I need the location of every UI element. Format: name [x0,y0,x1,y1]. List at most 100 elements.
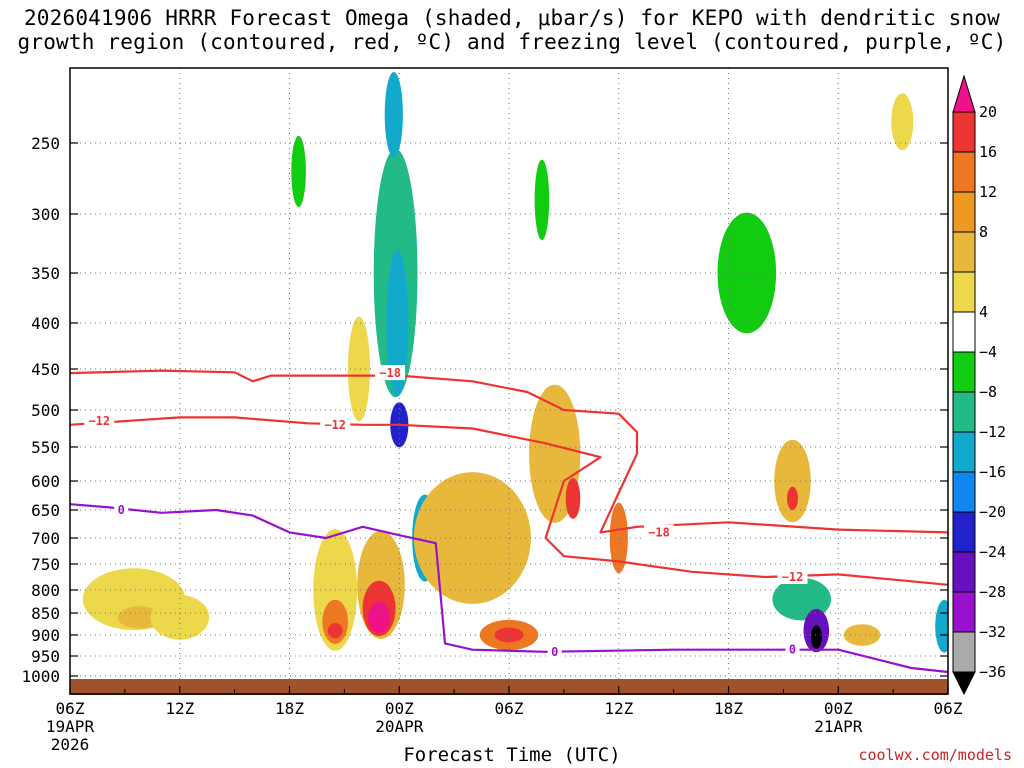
y-tick-label-850: 850 [31,604,60,623]
y-tick-label-950: 950 [31,647,60,666]
omega-blob-27 [810,625,822,649]
title-line-2: growth region (contoured, red, ºC) and f… [17,30,1007,54]
omega-blob-2 [150,595,210,640]
colorbar-top-arrow [952,74,976,113]
y-tick-label-500: 500 [31,401,60,420]
contour-layer: −18 −18 −12 −12 −12 0 0 0 [70,365,948,674]
contour-line-0 [70,503,948,674]
y-tick-label-550: 550 [31,438,60,457]
x-axis-title: Forecast Time (UTC) [403,744,621,766]
x-tick-year-0: 2026 [51,735,90,754]
omega-blob-30 [717,212,777,334]
colorbar-bin-12 [952,551,976,593]
x-tick-label-4: 06Z [495,699,524,718]
colorbar-bin-3 [952,191,976,233]
contour-label--18-1: −18 [648,525,670,539]
x-tick-label-6: 18Z [714,699,743,718]
omega-shading-layer [82,72,948,653]
x-tick-date-0: 19APR [46,717,95,736]
x-tick-label-5: 12Z [604,699,633,718]
contour-label--18-0: −18 [379,366,401,380]
x-tick-label-7: 00Z [824,699,853,718]
colorbar-bin-7 [952,351,976,393]
omega-blob-32 [534,159,550,240]
contour-label-bg--18-0 [375,365,406,381]
contour-line--18 [70,369,948,534]
contour-label-bg-0-0 [114,502,129,517]
contour-label-0-1: 0 [551,645,558,659]
colorbar-label-2: 12 [979,183,997,201]
y-tick-label-350: 350 [31,264,60,283]
colorbar-label-1: 16 [979,143,997,161]
omega-blob-23 [774,439,811,523]
contour-label-bg--12-1 [320,416,351,432]
omega-blob-5 [327,623,343,639]
omega-blob-8 [368,601,391,634]
credit-link[interactable]: coolwx.com/models [858,746,1012,764]
axis-layer: 250 300 350 400 450 500 550 600 650 700 750 800 850 9… [21,134,962,754]
x-tick-label-2: 18Z [275,699,304,718]
contour-label--12-2: −12 [782,570,804,584]
colorbar-bin-1 [952,111,976,153]
y-tick-label-900: 900 [31,626,60,645]
colorbar-bin-10 [952,471,976,513]
x-tick-date-3: 20APR [375,717,424,736]
contour-label-bg--12-2 [777,569,808,584]
colorbar-label-12: −32 [979,623,1006,641]
omega-blob-19 [494,627,524,643]
colorbar-bottom-arrow [952,671,976,696]
x-tick-label-8: 06Z [934,699,963,718]
colorbar-bin-2 [952,151,976,193]
omega-blob-29 [935,599,948,653]
y-tick-label-800: 800 [31,581,60,600]
omega-blob-13 [384,72,403,158]
y-tick-label-400: 400 [31,314,60,333]
omega-blob-11 [386,250,409,396]
colorbar-label-5: −4 [979,343,997,361]
contour-label-bg--18-1 [644,524,674,540]
colorbar-bin-14 [952,631,976,673]
contour-label--12-1: −12 [324,418,346,432]
contour-label--12-0: −12 [88,414,110,428]
colorbar: 20 16 12 8 4 −4 −8 −12 −16 −20 −24 −28 −32 −36 [952,74,1006,696]
omega-blob-24 [787,486,798,510]
colorbar-bin-5 [952,271,976,313]
x-tick-label-3: 00Z [385,699,414,718]
colorbar-label-4: 4 [979,303,988,321]
contour-label-bg-0-1 [547,643,562,659]
y-tick-label-450: 450 [31,360,60,379]
omega-blob-33 [891,93,914,151]
colorbar-bin-6 [952,311,976,353]
contour-label-0-2: 0 [789,643,796,657]
x-tick-label-1: 12Z [165,699,194,718]
colorbar-bin-11 [952,511,976,553]
colorbar-label-0: 20 [979,103,997,121]
x-tick-label-0: 06Z [56,699,85,718]
contour-label-bg--12-0 [84,413,115,429]
colorbar-label-8: −16 [979,463,1006,481]
contour-line--12 [70,416,948,586]
y-tick-label-600: 600 [31,472,60,491]
omega-blob-21 [565,478,581,519]
y-tick-label-300: 300 [31,205,60,224]
colorbar-label-9: −20 [979,503,1006,521]
contour-label-0-0: 0 [118,503,125,517]
omega-blob-1 [117,606,162,629]
y-tick-label-250: 250 [31,134,60,153]
colorbar-label-11: −28 [979,583,1006,601]
title-line-1: 2026041906 HRRR Forecast Omega (shaded, … [23,6,1001,30]
omega-blob-17 [413,472,531,604]
colorbar-bin-4 [952,231,976,273]
colorbar-label-13: −36 [979,663,1006,681]
y-tick-label-750: 750 [31,555,60,574]
omega-blob-28 [843,624,881,646]
omega-blob-31 [291,135,306,207]
colorbar-bin-13 [952,591,976,633]
colorbar-label-3: 8 [979,223,988,241]
y-tick-label-1000: 1000 [21,667,60,686]
chart-title: 2026041906 HRRR Forecast Omega (shaded, … [0,6,1024,54]
contour-label-bg-0-2 [785,641,800,657]
colorbar-label-10: −24 [979,543,1006,561]
colorbar-bin-9 [952,431,976,473]
